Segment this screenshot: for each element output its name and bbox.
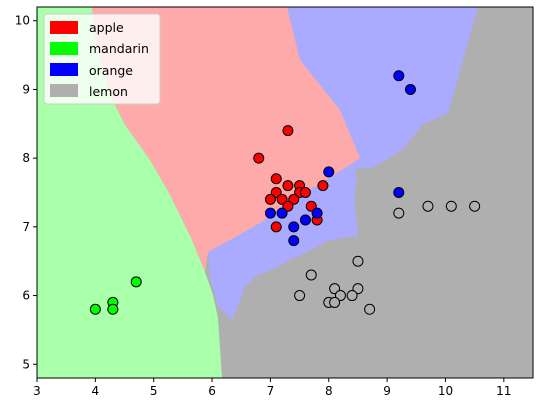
apple-point	[282, 125, 294, 137]
legend-label-mandarin: mandarin	[89, 41, 149, 56]
x-tick-label: 3	[33, 384, 41, 398]
legend-label-apple: apple	[89, 20, 124, 35]
x-tick-label: 9	[383, 384, 391, 398]
orange-point	[311, 207, 323, 219]
apple-point	[270, 221, 282, 233]
orange-point	[288, 235, 300, 247]
apple-point	[270, 173, 282, 185]
axis-ticks: 3 4 5 6 7 8 9 10 11 5 6 7 8 9 10	[15, 14, 512, 398]
mandarin-point	[107, 303, 119, 315]
apple-point	[317, 180, 329, 192]
x-tick-label: 7	[267, 384, 275, 398]
mandarin-point	[130, 276, 142, 288]
apple-point	[299, 187, 311, 198]
y-tick-label: 5	[22, 357, 30, 371]
x-tick-label: 8	[325, 384, 333, 398]
legend: apple mandarin orange lemon	[43, 13, 161, 105]
lemon-point	[329, 296, 341, 308]
legend-swatch-orange	[50, 63, 78, 76]
legend-swatch-mandarin	[50, 42, 78, 55]
lemon-point	[445, 200, 457, 212]
y-tick-label: 8	[22, 151, 30, 165]
lemon-point	[305, 269, 317, 281]
orange-point	[299, 214, 311, 226]
orange-point	[264, 207, 276, 219]
lemon-point	[422, 200, 434, 212]
apple-point	[264, 193, 276, 205]
orange-point	[276, 207, 288, 219]
x-tick-label: 6	[208, 384, 216, 398]
x-tick-label: 4	[92, 384, 100, 398]
legend-swatch-lemon	[50, 84, 78, 97]
orange-point	[404, 83, 416, 95]
legend-label-orange: orange	[89, 63, 133, 78]
y-tick-label: 6	[22, 289, 30, 303]
y-tick-label: 10	[15, 14, 30, 28]
lemon-point	[364, 303, 376, 315]
legend-swatch-apple	[50, 21, 78, 34]
apple-point	[253, 152, 265, 164]
orange-point	[288, 221, 300, 233]
y-tick-label: 9	[22, 82, 30, 96]
lemon-point	[352, 255, 364, 267]
apple-point	[282, 180, 294, 192]
data-points	[89, 70, 481, 315]
lemon-point	[469, 200, 481, 212]
lemon-point	[393, 207, 405, 219]
x-tick-label: 10	[438, 384, 453, 398]
lemon-point	[346, 290, 358, 302]
x-tick-label: 11	[496, 384, 511, 398]
legend-label-lemon: lemon	[89, 84, 128, 99]
lemon-point	[294, 290, 306, 302]
legend-box	[43, 13, 161, 105]
y-tick-label: 7	[22, 220, 30, 234]
mandarin-point	[89, 303, 101, 315]
plot-frame	[36, 6, 534, 379]
x-tick-label: 5	[150, 384, 158, 398]
orange-point	[323, 166, 335, 178]
orange-point	[393, 187, 405, 198]
orange-point	[393, 70, 405, 82]
